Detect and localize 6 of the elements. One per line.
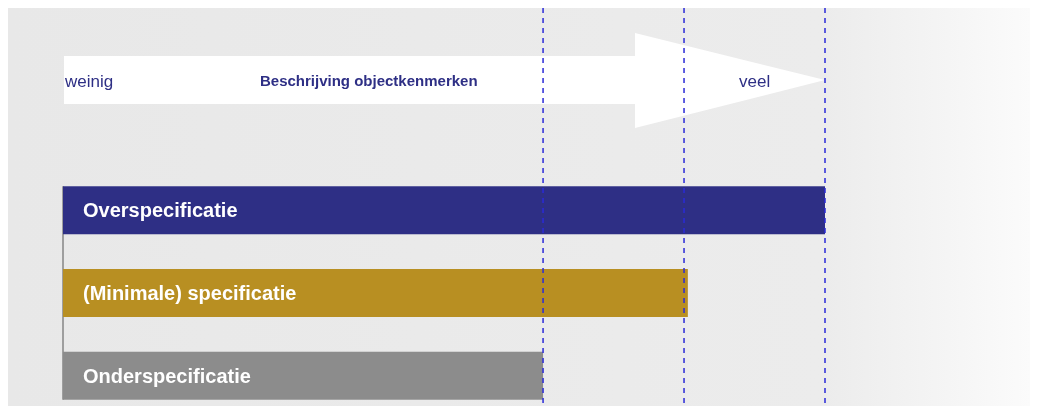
text: Beschrijving objectkenmerken (260, 72, 478, 90)
text: weinig (64, 71, 114, 91)
y-tick-label: (Minimale) specificatie (83, 282, 297, 304)
y-tick-label: Overspecificatie (83, 199, 238, 222)
y-tick-label: Onderspecificatie (83, 364, 251, 387)
text: veel (739, 71, 771, 91)
